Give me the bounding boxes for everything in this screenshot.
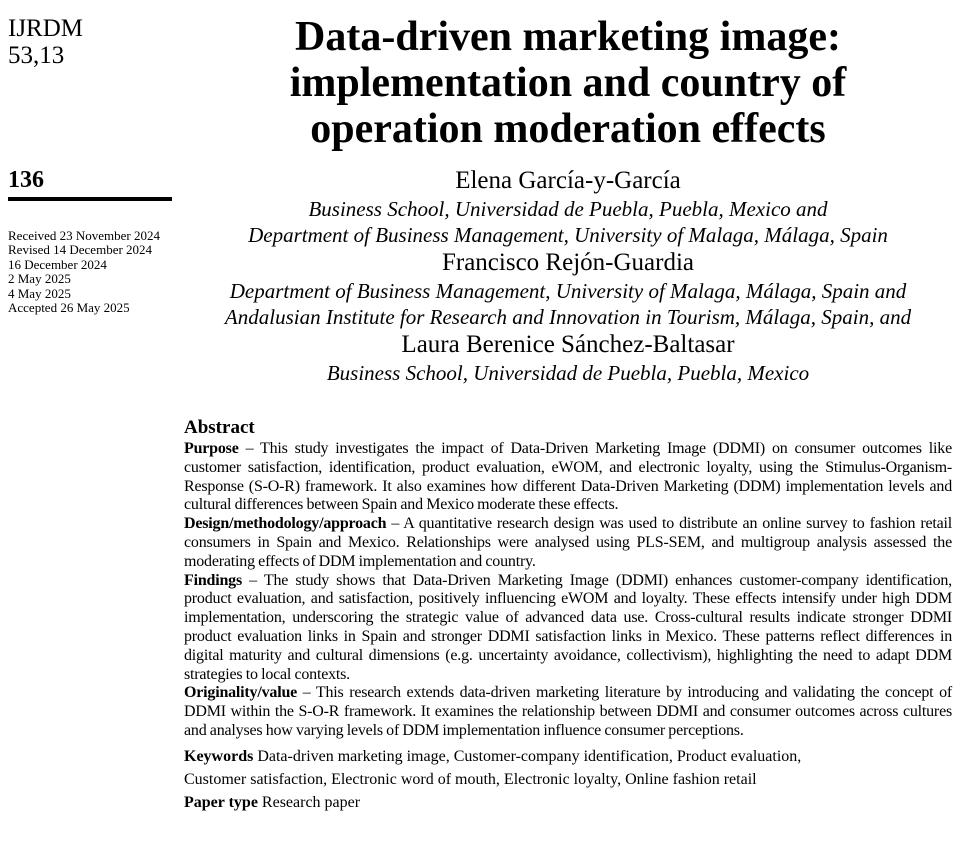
title-line: implementation and country of [289, 60, 847, 106]
history-line: Accepted 26 May 2025 [8, 300, 130, 316]
paper-type-text: Research paper [257, 793, 361, 811]
abstract: Abstract Purpose – This study investigat… [184, 416, 952, 814]
journal-name: IJRDM [8, 15, 84, 42]
paper-type-label: Paper type [184, 793, 258, 811]
affiliation: Department of Business Management, Unive… [248, 223, 888, 247]
title: Data-driven marketing image: implementati… [184, 14, 952, 152]
author-name: Laura Berenice Sánchez-Baltasar [401, 331, 735, 358]
affiliation: Department of Business Management, Unive… [229, 279, 907, 303]
abstract-section: Purpose – This study investigates the im… [184, 440, 952, 515]
affiliation: Business School, Universidad de Puebla, … [326, 361, 810, 385]
section-label: Purpose [184, 440, 239, 457]
history-line: 2 May 2025 [8, 271, 71, 287]
abstract-heading: Abstract [184, 417, 255, 438]
section-text: – This study investigates the impact of … [184, 440, 952, 514]
keywords-text: Data-driven marketing image, Customer-co… [253, 747, 802, 765]
keywords-line: Keywords Data-driven marketing image, Cu… [184, 745, 952, 768]
abstract-sections: Purpose – This study investigates the im… [184, 440, 952, 741]
history-line: Revised 14 December 2024 [8, 242, 153, 258]
author-name: Francisco Rejón-Guardia [441, 249, 694, 276]
author-name: Elena García-y-García [455, 167, 681, 194]
section-text: – The study shows that Data-Driven Marke… [184, 571, 952, 683]
abstract-section: Design/methodology/approach – A quantita… [184, 515, 952, 571]
rule [8, 197, 172, 201]
history-line: 4 May 2025 [8, 285, 71, 301]
affiliation: Andalusian Institute for Research and In… [224, 305, 912, 329]
history-line: 16 December 2024 [8, 256, 107, 272]
abstract-section: Originality/value – This research extend… [184, 684, 952, 740]
section-text: – This research extends data-driven mark… [184, 684, 952, 739]
journal-info: IJRDM 53,13 [8, 15, 83, 69]
keywords-text: Customer satisfaction, Electronic word o… [184, 770, 757, 788]
paper-type: Paper type Research paper [184, 791, 952, 814]
keywords-label: Keywords [184, 747, 254, 765]
keywords-line: Customer satisfaction, Electronic word o… [184, 768, 952, 791]
title-line: Data-driven marketing image: [295, 14, 841, 60]
page-number: 136 [8, 167, 44, 193]
title-line: operation moderation effects [310, 106, 826, 152]
history-line: Received 23 November 2024 [8, 228, 160, 243]
affiliation: Business School, Universidad de Puebla, … [308, 197, 828, 221]
keywords: Keywords Data-driven marketing image, Cu… [184, 745, 952, 791]
section-label: Originality/value [184, 684, 298, 702]
abstract-section: Findings – The study shows that Data-Dri… [184, 572, 952, 685]
section-text: – A quantitative research design was use… [184, 515, 952, 570]
journal-volume: 53,13 [8, 42, 65, 69]
section-label: Findings [184, 571, 242, 589]
history: Received 23 November 2024 Revised 14 Dece… [8, 228, 160, 316]
section-label: Design/methodology/approach [184, 515, 387, 533]
authors: Elena García-y-García Business School, Un… [170, 166, 966, 386]
